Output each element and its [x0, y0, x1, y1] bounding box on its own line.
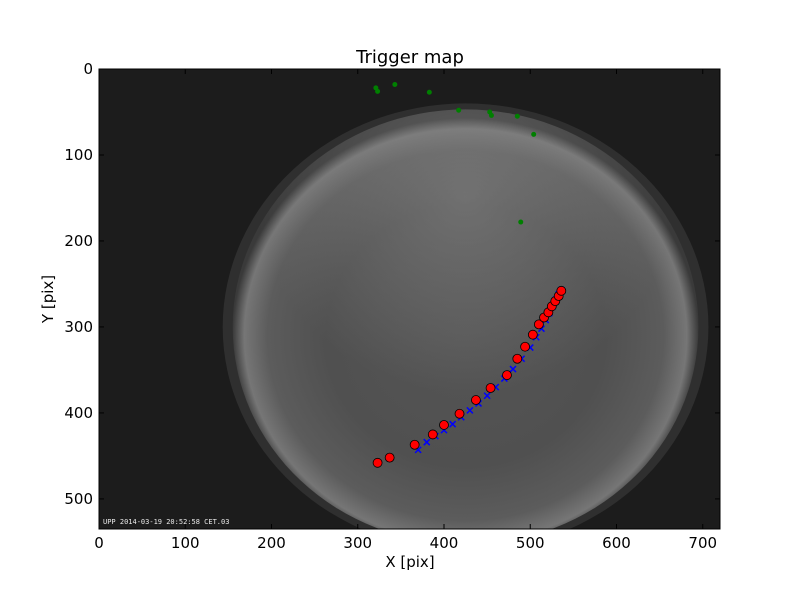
green-point — [426, 89, 432, 95]
red-point — [502, 370, 512, 380]
x-axis: 0 100 200 300 400 500 600 700 — [94, 69, 717, 552]
red-point — [372, 457, 383, 468]
red-point — [439, 420, 449, 430]
x-tick-label: 600 — [602, 534, 631, 552]
red-point — [533, 319, 544, 330]
x-tick-label: 0 — [94, 534, 104, 552]
y-tick-label: 500 — [64, 490, 93, 508]
data-markers — [372, 81, 567, 468]
x-tick-label: 100 — [171, 534, 200, 552]
image-timestamp: UPP 2014-03-19 20:52:58 CET.03 — [103, 518, 229, 526]
red-point — [409, 439, 420, 450]
red-point — [384, 452, 395, 463]
plot-area: UPP 2014-03-19 20:52:58 CET.03 — [99, 69, 720, 529]
red-point — [520, 341, 530, 352]
blue-point — [449, 420, 457, 428]
red-point — [485, 383, 496, 393]
green-point — [488, 112, 494, 118]
green-point — [456, 107, 462, 113]
red-point — [471, 395, 481, 405]
y-tick-label: 300 — [64, 318, 93, 336]
y-axis: 0 100 200 300 400 500 — [64, 60, 720, 508]
green-point — [514, 113, 520, 119]
green-point — [375, 88, 381, 94]
fisheye-glow — [232, 109, 699, 529]
red-point — [427, 429, 438, 440]
red-point — [527, 329, 538, 340]
y-axis-title: Y [pix] — [39, 275, 57, 324]
blue-point — [423, 438, 431, 446]
chart-title: Trigger map — [355, 47, 464, 68]
y-tick-label: 100 — [64, 146, 93, 164]
green-point — [518, 219, 524, 225]
x-tick-label: 300 — [343, 534, 372, 552]
blue-point — [509, 365, 517, 373]
plot-frame — [98, 68, 721, 530]
red-point — [512, 353, 523, 364]
x-axis-title: X [pix] — [385, 553, 434, 571]
y-tick-label: 0 — [83, 60, 93, 78]
green-point — [392, 81, 398, 87]
x-tick-label: 500 — [516, 534, 545, 552]
blue-point — [466, 406, 474, 414]
green-point — [531, 131, 537, 137]
x-tick-label: 200 — [257, 534, 286, 552]
red-point — [454, 408, 465, 419]
x-tick-label: 700 — [688, 534, 717, 552]
y-tick-label: 200 — [64, 232, 93, 250]
red-point — [556, 285, 567, 296]
x-tick-label: 400 — [430, 534, 459, 552]
y-tick-label: 400 — [64, 404, 93, 422]
blue-point — [483, 392, 491, 400]
